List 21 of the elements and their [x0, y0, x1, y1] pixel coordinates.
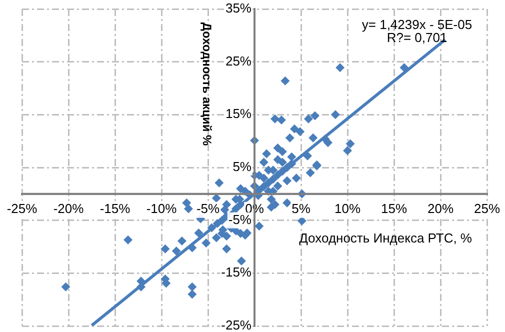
annotation: y= 1,4239x - 5E-05 — [362, 17, 472, 32]
x-tick-label: 5% — [292, 200, 311, 216]
y-tick-label: -25% — [221, 318, 252, 332]
annotation: R?= 0,701 — [386, 30, 448, 46]
x-tick-label: -10% — [146, 200, 178, 216]
x-tick-label: 25% — [474, 200, 500, 216]
x-tick-label: 15% — [380, 200, 408, 216]
y-tick-label: 35% — [225, 0, 252, 16]
x-axis-title: Доходность Индекса РТС, % — [299, 230, 472, 246]
y-tick-label: 5% — [232, 159, 252, 174]
y-tick-label: -5% — [228, 212, 252, 227]
y-axis-title: Доходность акций % — [200, 22, 214, 146]
x-tick-label: 20% — [427, 200, 454, 216]
x-tick-label: -20% — [53, 200, 84, 216]
y-tick-label: 15% — [225, 106, 252, 122]
x-tick-label: -5% — [196, 200, 220, 216]
x-tick-label: -25% — [6, 200, 38, 216]
y-tick-label: -15% — [221, 264, 252, 280]
x-tick-label: 10% — [334, 200, 361, 216]
x-tick-label: -15% — [100, 200, 131, 216]
y-tick-label: 25% — [225, 53, 252, 68]
